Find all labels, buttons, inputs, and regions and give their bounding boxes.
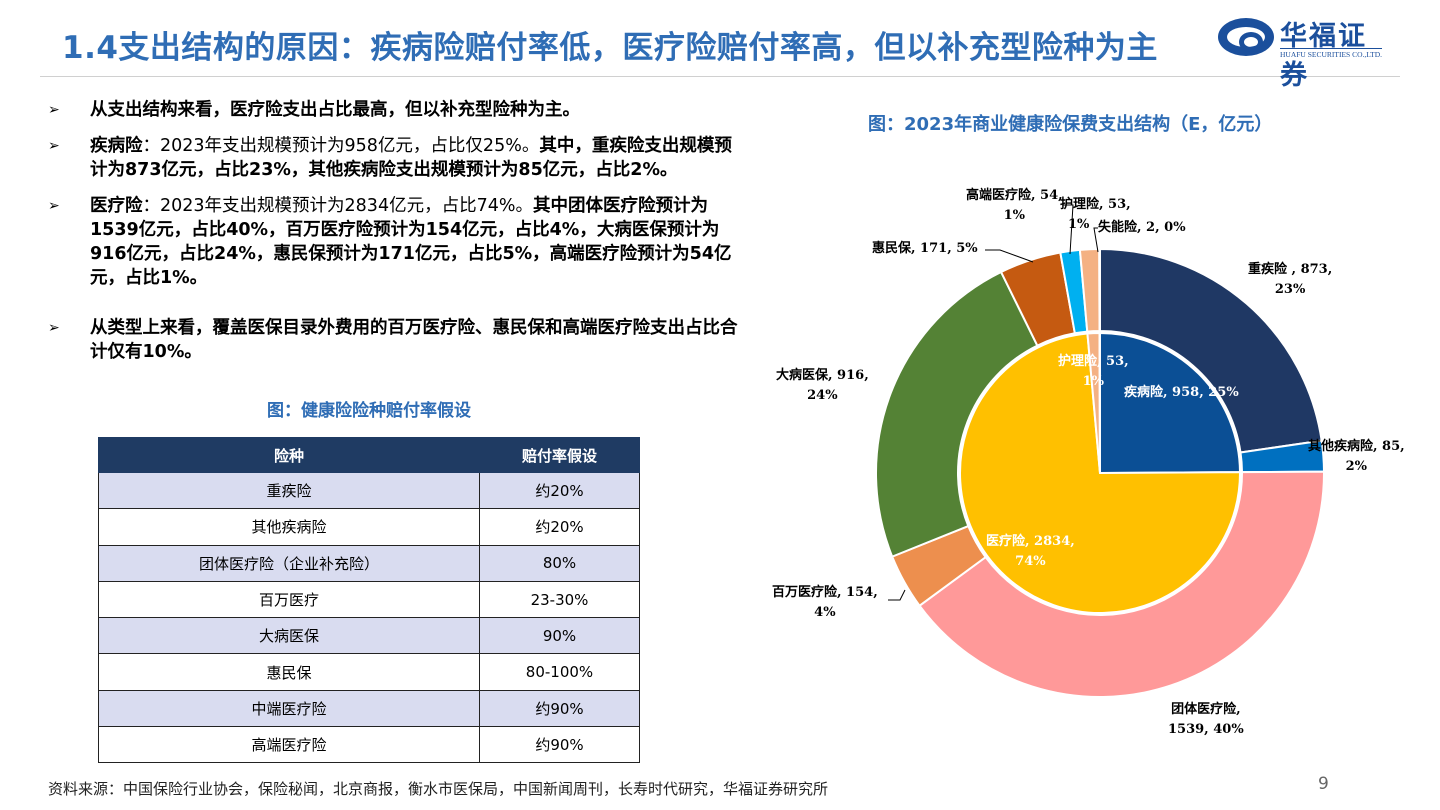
- label-outer: 护理险, 53, 1%: [1060, 197, 1131, 232]
- divider: [40, 76, 1400, 77]
- label-outer: 百万医疗险, 154, 4%: [772, 585, 878, 620]
- bullet-text: 其中，重疾险支出规模预计为873亿元，占比23%，其他疾病险支出规模预计为85亿…: [90, 136, 732, 180]
- table-row: 高端医疗险 约90%: [98, 726, 640, 764]
- bullet-text: ：2023年支出规模预计为958亿元，占比仅25%。: [142, 136, 540, 156]
- bullet-text: 疾病险: [90, 136, 143, 156]
- chart-title: 图：2023年商业健康险保费支出结构（E，亿元）: [868, 114, 1273, 135]
- leader-line: [1063, 204, 1074, 255]
- table-row: 其他疾病险 约20%: [98, 508, 640, 546]
- table-cell: 中端医疗险: [98, 689, 480, 728]
- bullet-item: ➢ 从类型上来看，覆盖医保目录外费用的百万医疗险、惠民保和高端医疗险支出占比合计仅…: [48, 316, 748, 364]
- bullet-text: 从类型上来看，覆盖医保目录外费用的百万医疗险、惠民保和高端医疗险支出占比合计仅有…: [90, 318, 738, 362]
- bullet-item: ➢ 医疗险：2023年支出规模预计为2834亿元，占比74%。其中团体医疗险预计为…: [48, 194, 748, 290]
- table-cell: 百万医疗: [98, 580, 480, 619]
- table-row: 大病医保 90%: [98, 617, 640, 655]
- table-caption: 图：健康险险种赔付率假设: [267, 401, 471, 421]
- page-number: 9: [1318, 774, 1329, 794]
- table-cell: 团体医疗险（企业补充险）: [98, 544, 480, 582]
- label-outer: 高端医疗险, 54, 1%: [966, 188, 1063, 223]
- bullet-text: ：2023年支出规模预计为2834亿元，占比74%。: [142, 196, 533, 216]
- bullet-text: 其中团体医疗险预计为1539亿元，占比40%，百万医疗险预计为154亿元，占比4…: [90, 196, 732, 288]
- label-outer: 失能险, 2, 0%: [1098, 220, 1186, 235]
- logo-text-en: HUAFU SECURITIES CO.,LTD.: [1280, 48, 1383, 59]
- table-cell: 80%: [479, 544, 640, 582]
- table-cell: 大病医保: [98, 617, 480, 655]
- arrow-bullet-icon: ➢: [48, 138, 60, 154]
- arrow-bullet-icon: ➢: [48, 102, 60, 118]
- table-cell: 高端医疗险: [98, 726, 480, 764]
- table-cell: 90%: [479, 617, 640, 655]
- label-outer: 大病医保, 916, 24%: [776, 368, 869, 403]
- label-outer: 其他疾病险, 85, 2%: [1308, 439, 1405, 474]
- label-outer: 惠民保, 171, 5%: [872, 241, 978, 256]
- arrow-bullet-icon: ➢: [48, 198, 60, 214]
- page-title: 1.4支出结构的原因：疾病险赔付率低，医疗险赔付率高，但以补充型险种为主: [62, 30, 1158, 66]
- leader-line: [1093, 227, 1099, 253]
- column-header: 险种: [98, 437, 480, 473]
- outer-slice-失能险: [1098, 247, 1101, 333]
- label-inner: 护理险, 53, 1%: [1058, 354, 1129, 389]
- label-inner: 医疗险, 2834, 74%: [986, 534, 1075, 569]
- label-inner: 疾病险, 958, 25%: [1124, 385, 1239, 400]
- table-cell: 其他疾病险: [98, 508, 480, 546]
- bullet-text: 从支出结构来看，医疗险支出占比最高，但以补充型险种为主。: [90, 100, 580, 120]
- table-cell: 重疾险: [98, 471, 480, 510]
- payout-ratio-table: 险种 赔付率假设 重疾险 约20% 其他疾病险 约20% 团体医疗险（企业补充险） 80…: [98, 437, 640, 764]
- table-row: 重疾险 约20%: [98, 471, 640, 510]
- logo-text-cn: 华福证券: [1280, 21, 1367, 91]
- table-cell: 80-100%: [479, 653, 640, 691]
- label-outer: 重疾险 , 873, 23%: [1248, 262, 1333, 297]
- table-row: 中端医疗险 约90%: [98, 689, 640, 728]
- outer-slice-团体医疗险: [918, 470, 1326, 698]
- bullet-item: ➢ 疾病险：2023年支出规模预计为958亿元，占比仅25%。其中，重疾险支出规模…: [48, 134, 748, 182]
- table-cell: 23-30%: [479, 580, 640, 619]
- logo: 华福证券 HUAFU SECURITIES CO.,LTD.: [1218, 14, 1388, 91]
- table-row: 百万医疗 23-30%: [98, 580, 640, 619]
- table-cell: 约90%: [479, 689, 640, 728]
- table-header-row: 险种 赔付率假设: [98, 437, 640, 473]
- inner-slice-医疗险: [959, 332, 1242, 614]
- bullet-text: 医疗险: [90, 196, 143, 216]
- label-outer: 团体医疗险, 1539, 40%: [1168, 702, 1244, 737]
- table-cell: 约90%: [479, 726, 640, 764]
- table-row: 团体医疗险（企业补充险） 80%: [98, 544, 640, 582]
- source-note: 资料来源：中国保险行业协会，保险秘闻，北京商报，衡水市医保局，中国新闻周刊，长寿…: [48, 780, 829, 798]
- table-cell: 惠民保: [98, 653, 480, 691]
- leader-line: [985, 249, 1034, 263]
- inner-slice-疾病险: [1099, 331, 1242, 475]
- outer-slice-大病医保: [875, 270, 1039, 558]
- table-cell: 约20%: [479, 508, 640, 546]
- logo-mark-icon: [1218, 18, 1274, 56]
- leader-line: [888, 589, 906, 601]
- outer-slice-重疾险: [1099, 247, 1323, 454]
- column-header: 赔付率假设: [479, 437, 640, 473]
- bullet-item: ➢ 从支出结构来看，医疗险支出占比最高，但以补充型险种为主。: [48, 98, 748, 122]
- arrow-bullet-icon: ➢: [48, 320, 60, 336]
- bullet-list: ➢ 从支出结构来看，医疗险支出占比最高，但以补充型险种为主。 ➢ 疾病险：2023年…: [48, 98, 748, 376]
- table-row: 惠民保 80-100%: [98, 653, 640, 691]
